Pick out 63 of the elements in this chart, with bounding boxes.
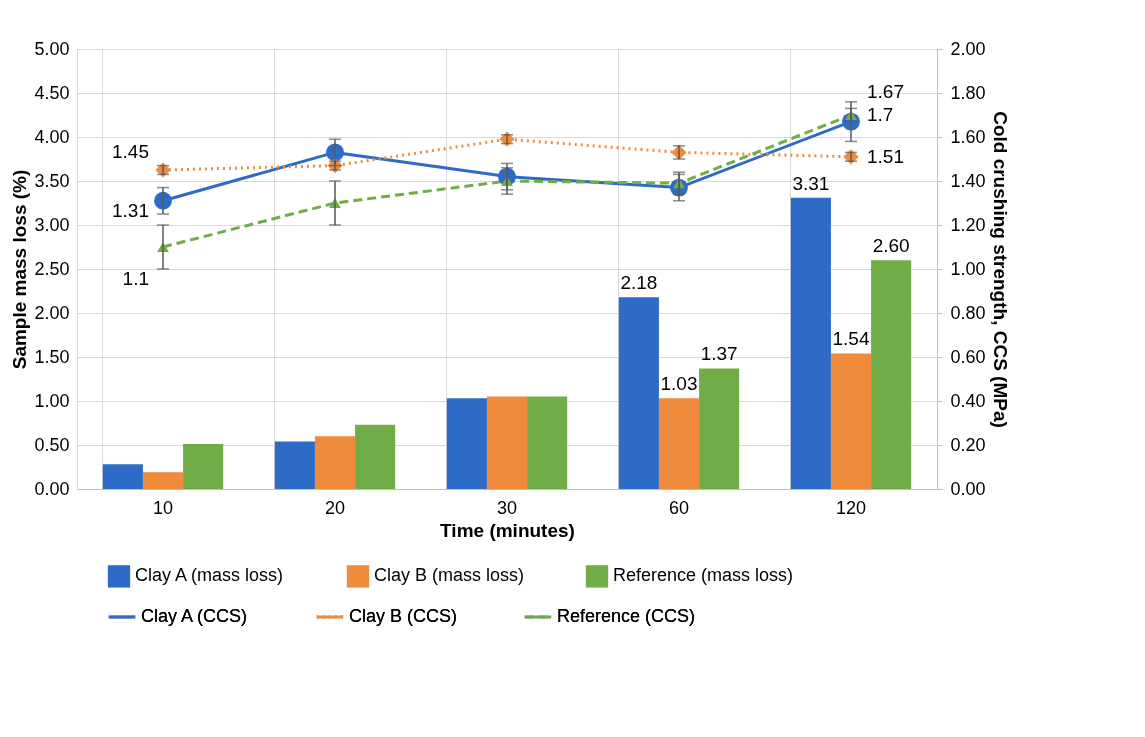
y-tick-label: 3.50 (34, 170, 70, 191)
y2-tick-label: 0.60 (950, 346, 986, 367)
y-tick-label: 4.00 (34, 126, 70, 147)
bar (618, 297, 659, 489)
bar (699, 368, 740, 489)
bar (314, 436, 356, 489)
data-label: 1.45 (112, 141, 149, 162)
data-label: 1.37 (700, 343, 738, 365)
data-label: 2.60 (872, 235, 910, 257)
bar (527, 396, 568, 489)
y-tick-label: 2.50 (34, 258, 70, 279)
y-tick-label: 1.00 (34, 390, 70, 411)
legend-label: Clay A (CCS) (141, 606, 248, 626)
y2-axis-title: Cold crushing strength, CCS (MPa) (989, 111, 1011, 428)
x-tick-label: 20 (324, 497, 346, 518)
data-label: 2.18 (620, 272, 658, 294)
y-axis-title: Sample mass loss (%) (9, 169, 31, 370)
y2-tick-label: 1.80 (950, 82, 986, 103)
data-label: 1.03 (660, 373, 698, 395)
data-label: 1.67 (867, 80, 904, 102)
y-tick-label: 4.50 (34, 82, 70, 103)
data-label: 1.7 (867, 104, 894, 125)
bar (142, 472, 184, 489)
legend-label: Clay B (mass loss) (374, 565, 525, 586)
bar (658, 398, 700, 489)
y2-tick-label: 1.00 (950, 258, 986, 279)
y-tick-label: 5.00 (34, 38, 70, 59)
bar (790, 197, 831, 489)
legend-label: Reference (mass loss) (613, 565, 794, 586)
y2-tick-label: 0.20 (950, 434, 986, 455)
x-tick-label: 120 (835, 497, 867, 518)
data-label: 1.51 (867, 145, 904, 167)
y2-tick-label: 0.80 (950, 302, 986, 323)
y2-tick-label: 0.00 (950, 478, 986, 499)
legend-label: Clay B (CCS) (349, 606, 458, 626)
legend-label: Clay A (mass loss) (135, 565, 284, 586)
x-axis-title: Time (minutes) (440, 519, 575, 541)
y-tick-label: 0.00 (34, 478, 70, 499)
y-tick-label: 2.00 (34, 302, 70, 323)
x-tick-label: 60 (668, 497, 690, 518)
bar (102, 464, 143, 489)
data-label: 3.31 (792, 172, 830, 194)
y2-tick-label: 1.60 (950, 126, 986, 147)
y-tick-label: 1.50 (34, 346, 70, 367)
y-tick-label: 3.00 (34, 214, 70, 235)
bar (183, 444, 224, 489)
bar (355, 424, 396, 489)
bar (871, 260, 912, 489)
y-tick-label: 0.50 (34, 434, 70, 455)
bar (830, 353, 872, 489)
data-label: 1.54 (832, 328, 870, 350)
bar (486, 396, 528, 489)
y2-tick-label: 1.40 (950, 170, 986, 191)
bar (446, 398, 487, 489)
y2-tick-label: 2.00 (950, 38, 986, 59)
x-tick-label: 10 (152, 497, 174, 518)
data-label: 1.1 (122, 268, 149, 289)
data-label: 1.31 (112, 199, 149, 221)
y2-tick-label: 1.20 (950, 214, 986, 235)
bar (274, 441, 315, 489)
y2-tick-label: 0.40 (950, 390, 986, 411)
x-tick-label: 30 (496, 497, 518, 518)
legend-label: Reference (CCS) (557, 606, 696, 626)
